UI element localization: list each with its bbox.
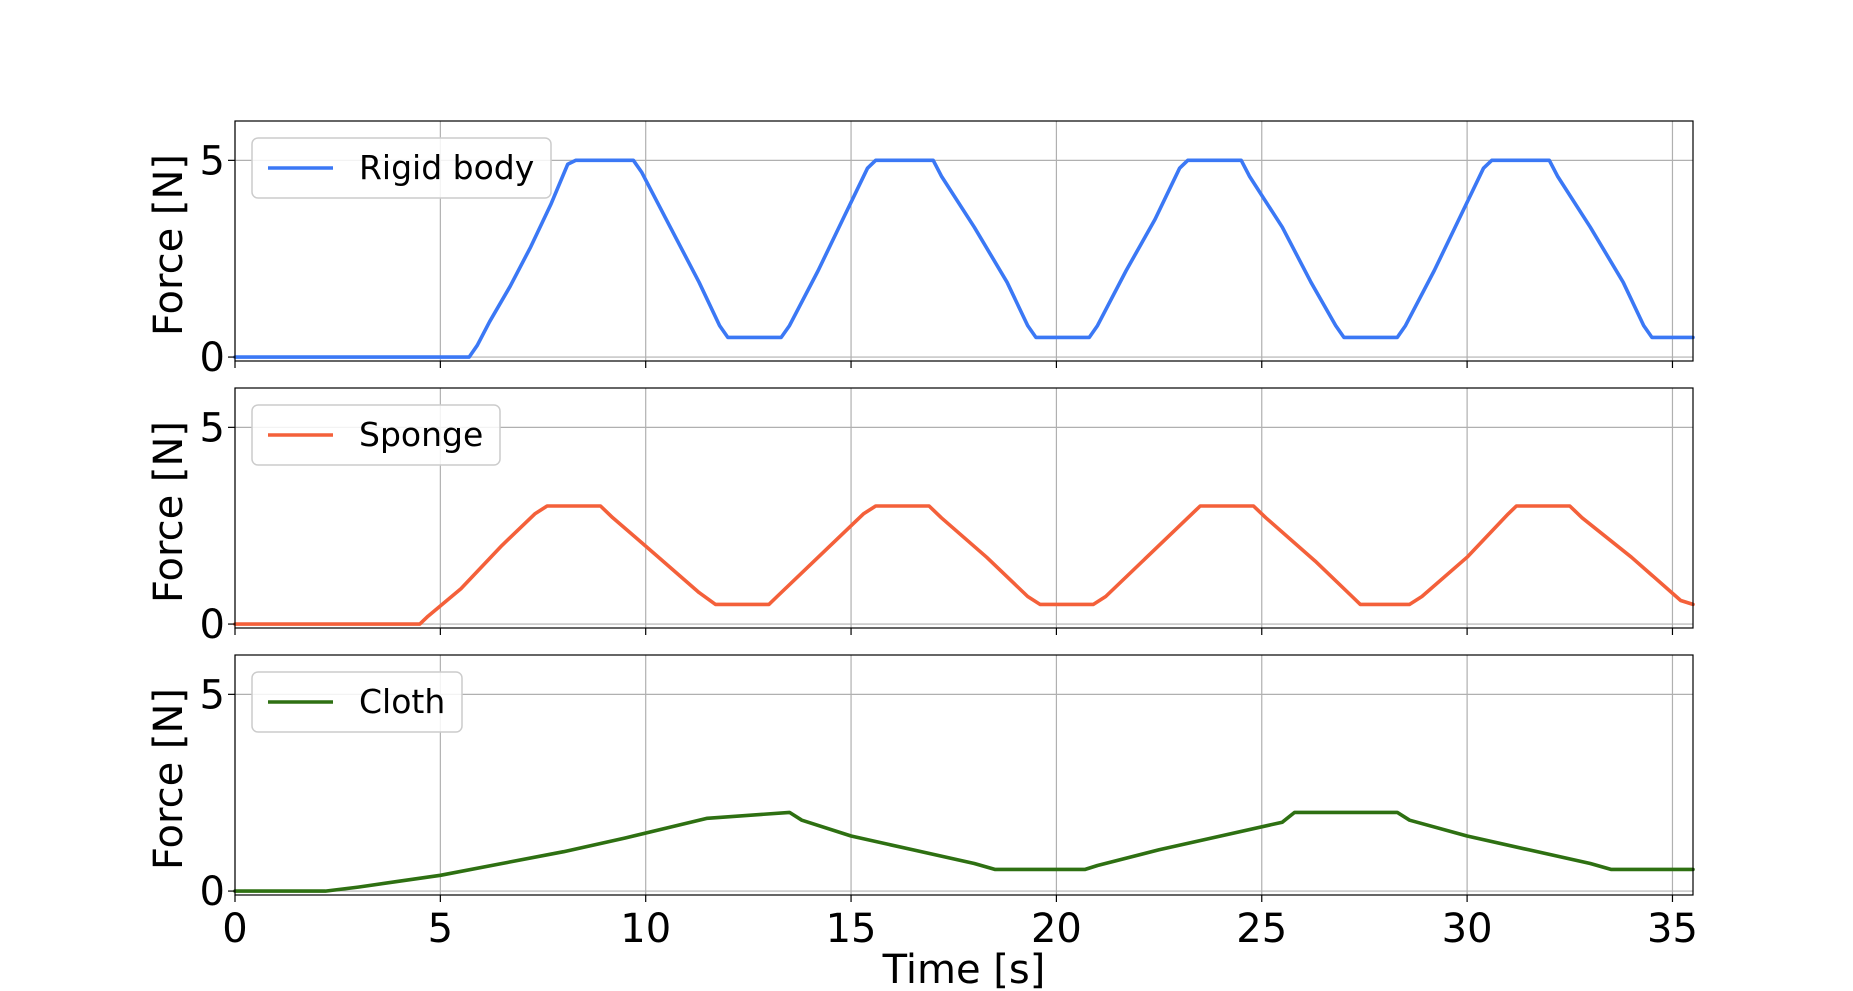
series-line-sponge <box>233 504 1695 626</box>
y-tick-label: 5 <box>200 672 225 718</box>
x-tick-label: 35 <box>1647 906 1698 952</box>
y-tick-label: 5 <box>200 138 225 184</box>
legend: Cloth <box>251 671 463 733</box>
x-tick-label: 20 <box>1031 906 1082 952</box>
x-tick-label: 0 <box>222 906 247 952</box>
legend-label-cloth: Cloth <box>359 682 445 721</box>
y-tick-label: 0 <box>200 869 225 915</box>
series-line-cloth <box>233 810 1695 893</box>
series-line-rigid-body <box>233 158 1695 359</box>
legend: Sponge <box>251 404 501 466</box>
legend: Rigid body <box>251 137 552 199</box>
x-tick-label: 5 <box>428 906 453 952</box>
y-axis-title: Force [N] <box>146 421 192 603</box>
y-axis-title: Force [N] <box>146 688 192 870</box>
y-tick-label: 0 <box>200 602 225 648</box>
y-tick-label: 5 <box>200 405 225 451</box>
x-tick-label: 15 <box>826 906 877 952</box>
x-tick-label: 25 <box>1236 906 1287 952</box>
y-axis-title: Force [N] <box>146 154 192 336</box>
x-tick-label: 30 <box>1442 906 1493 952</box>
legend-box <box>251 671 463 733</box>
legend-box <box>251 404 501 466</box>
legend-box <box>251 137 552 199</box>
axes-frame <box>234 654 1694 896</box>
legend-label-rigid-body: Rigid body <box>359 148 534 187</box>
axes-frame <box>234 120 1694 362</box>
x-axis-title: Time [s] <box>882 947 1046 991</box>
y-tick-label: 0 <box>200 335 225 381</box>
panel-3: 0 5 0 5 10 15 20 25 30 35 Force [N] Time [s] Cloth <box>146 654 1698 991</box>
axes-frame <box>234 387 1694 629</box>
legend-label-sponge: Sponge <box>359 415 483 454</box>
x-tick-label: 10 <box>620 906 671 952</box>
